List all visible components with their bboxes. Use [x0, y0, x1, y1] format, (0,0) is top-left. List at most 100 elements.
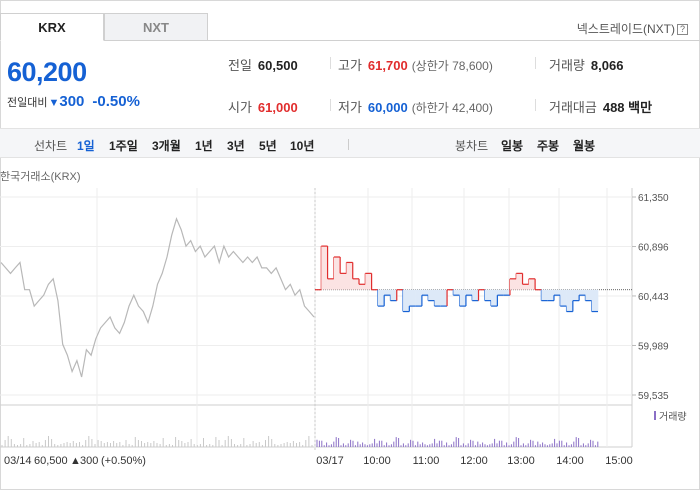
tab-krx[interactable]: KRX [0, 13, 104, 41]
area-fill [352, 278, 360, 290]
divider [330, 57, 331, 69]
help-icon[interactable]: ? [677, 24, 688, 35]
chart-grid [0, 188, 636, 452]
period-bar: 선차트 1일 1주일 3개월 1년 3년 5년 10년 봉차트 일봉 주봉 월봉 [0, 128, 700, 158]
area-fill [415, 289, 423, 307]
area-fill [390, 289, 398, 301]
volume-legend-label: 거래량 [659, 411, 687, 423]
tab-divider [208, 40, 700, 41]
prev-day-series [0, 217, 315, 378]
footer-change-pct: (+0.50%) [101, 455, 146, 467]
area-fill [585, 289, 593, 301]
period-1w[interactable]: 1주일 [109, 139, 138, 153]
area-fill [528, 278, 536, 290]
area-fill [509, 278, 517, 290]
area-fill [359, 284, 366, 290]
area-fill [503, 289, 511, 296]
period-1y[interactable]: 1년 [195, 139, 213, 153]
x-tick-label: 10:00 [363, 455, 391, 467]
today-series [315, 245, 632, 313]
nxt-link[interactable]: 넥스트레이드(NXT)? [577, 20, 688, 37]
area-fill [522, 284, 530, 290]
area-fill [566, 289, 574, 312]
nxt-link-label[interactable]: 넥스트레이드(NXT) [576, 22, 675, 36]
area-fill [384, 289, 391, 296]
area-fill [541, 289, 548, 301]
volume-legend-swatch [654, 411, 656, 420]
change-amount: 300 [59, 93, 85, 110]
period-3m[interactable]: 3개월 [152, 139, 181, 153]
footer-date: 03/14 [4, 455, 32, 467]
stat-prev-close: 전일 60,500 [228, 58, 298, 73]
divider [535, 57, 536, 69]
x-tick-label: 15:00 [605, 455, 633, 467]
period-1d[interactable]: 1일 [77, 139, 95, 153]
area-fill [421, 289, 429, 296]
area-fill [428, 289, 435, 301]
area-fill [453, 289, 460, 296]
price-change-row: 전일대비▼300 -0.50% [7, 93, 140, 110]
x-tick-label: 13:00 [507, 455, 535, 467]
divider [535, 99, 536, 111]
footer-close: 60,500 [34, 455, 68, 467]
area-fill [459, 289, 467, 307]
area-fill [403, 289, 410, 312]
period-3y[interactable]: 3년 [227, 139, 245, 153]
area-fill [591, 289, 599, 312]
stat-amount: 거래대금 488 백만 [549, 100, 653, 115]
area-fill [553, 289, 561, 296]
change-percent: -0.50% [92, 93, 140, 110]
chart-footer: 03/14 60,500 ▲ 300 (+0.50%) [4, 455, 146, 467]
data-source-label: 한국거래소(KRX) [0, 171, 81, 183]
candle-weekly[interactable]: 주봉 [537, 139, 560, 153]
area-fill [346, 262, 354, 290]
candle-monthly[interactable]: 월봉 [573, 139, 596, 153]
stat-low: 저가 60,000 (하한가 42,400) [338, 100, 493, 115]
x-tick-label: 11:00 [413, 455, 440, 467]
y-axis-ticks: 61,350 60,896 60,443 59,989 59,535 [638, 193, 669, 402]
area-fill [333, 257, 341, 290]
y-tick-label: 60,443 [638, 292, 669, 303]
area-fill [465, 289, 473, 296]
divider [348, 139, 349, 150]
y-tick-label: 61,350 [638, 193, 669, 204]
area-fill [365, 273, 372, 290]
area-fill [516, 273, 523, 290]
divider [330, 99, 331, 111]
stat-volume: 거래량 8,066 [549, 58, 624, 73]
up-triangle-icon: ▲ [70, 455, 81, 467]
y-tick-label: 59,535 [638, 391, 669, 402]
candle-daily[interactable]: 일봉 [501, 139, 524, 153]
period-10y[interactable]: 10년 [290, 139, 315, 153]
tab-nxt[interactable]: NXT [104, 13, 208, 41]
area-fill [547, 289, 555, 301]
prev-day-line [0, 217, 315, 378]
volume-bars: 거래량 [1, 411, 687, 447]
stat-open: 시가 61,000 [228, 100, 298, 115]
area-fill [560, 289, 567, 307]
y-tick-label: 59,989 [638, 341, 669, 352]
area-fill [327, 278, 335, 290]
area-fill [579, 289, 586, 296]
y-tick-label: 60,896 [638, 243, 669, 254]
area-fill [434, 289, 442, 307]
area-fill [377, 289, 385, 307]
area-fill [440, 289, 448, 307]
period-5y[interactable]: 5년 [259, 139, 277, 153]
current-price: 60,200 [7, 57, 87, 87]
area-fill [340, 273, 347, 290]
area-fill [497, 289, 504, 296]
line-chart-header: 선차트 [34, 139, 68, 153]
area-fill [409, 289, 416, 307]
area-fill [491, 289, 498, 307]
x-tick-label: 14:00 [556, 455, 584, 467]
down-triangle-icon: ▼ [48, 97, 60, 109]
x-tick-label: 12:00 [460, 455, 488, 467]
candle-chart-header: 봉차트 [455, 139, 489, 153]
stat-high: 고가 61,700 (상한가 78,600) [338, 58, 493, 73]
area-fill [472, 289, 479, 301]
x-axis-ticks: 03/17 10:00 11:00 12:00 13:00 14:00 15:00 [316, 455, 633, 467]
x-tick-label: 03/17 [316, 455, 344, 467]
area-fill [484, 289, 492, 301]
